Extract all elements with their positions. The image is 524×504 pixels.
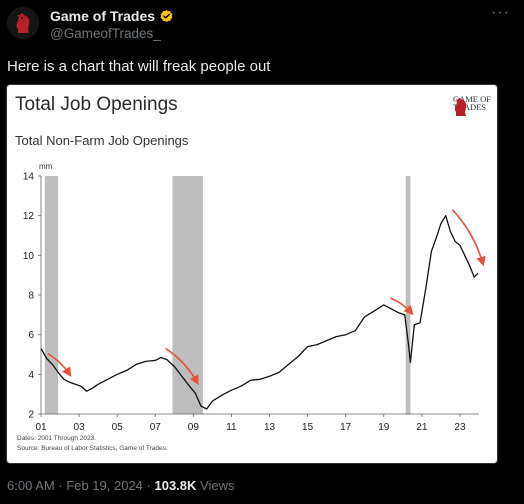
brand-logo: GAME OF TRADES xyxy=(452,94,491,116)
tweet-text: Here is a chart that will freak people o… xyxy=(7,58,271,75)
recession-bar xyxy=(172,176,203,414)
brand-knight-icon xyxy=(454,97,467,116)
chart-source-note: Source: Bureau of Labor Statistics, Game… xyxy=(17,445,168,452)
y-unit-label: mm xyxy=(39,162,53,171)
tweet-date[interactable]: Feb 19, 2024 xyxy=(66,478,143,493)
x-tick-label: 11 xyxy=(226,422,237,433)
annotation-arrow xyxy=(165,347,199,386)
annotation-arrow xyxy=(451,209,486,267)
y-tick-label: 2 xyxy=(28,410,34,421)
chart-title: Total Job Openings xyxy=(15,94,178,115)
brand-line-1: GAME OF xyxy=(452,94,491,104)
horse-chess-knight-icon xyxy=(7,7,39,39)
handle[interactable]: @GameofTrades_ xyxy=(50,26,161,41)
x-tick-label: 17 xyxy=(340,422,352,433)
x-tick-label: 03 xyxy=(74,422,86,433)
annotation-arrow xyxy=(47,352,72,378)
x-tick-label: 05 xyxy=(112,422,124,433)
more-options-icon[interactable]: ··· xyxy=(491,4,510,21)
meta-separator: · xyxy=(58,478,67,493)
tweet-time[interactable]: 6:00 AM xyxy=(7,478,55,493)
meta-separator: · xyxy=(146,478,155,493)
verified-badge-icon xyxy=(160,9,173,22)
avatar[interactable] xyxy=(7,7,39,39)
views-count: 103.8K xyxy=(154,478,197,493)
chart-plot: 2 4 6 8 10 12 14 01 03 05 07 09 11 13 15 17 19 21 23 xyxy=(23,172,486,433)
x-tick-label: 23 xyxy=(454,422,466,433)
x-tick-label: 13 xyxy=(264,422,276,433)
y-tick-label: 8 xyxy=(28,291,34,302)
y-tick-label: 10 xyxy=(23,251,35,262)
x-tick-label: 21 xyxy=(416,422,428,433)
series-line-job-openings xyxy=(40,215,479,410)
chart-dates-note: Dates: 2001 Through 2023. xyxy=(17,435,97,442)
views-label: Views xyxy=(200,478,235,493)
recession-bar xyxy=(44,176,59,414)
chart-subtitle: Total Non-Farm Job Openings xyxy=(15,133,189,148)
x-tick-label: 19 xyxy=(378,422,390,433)
recession-bar xyxy=(405,176,411,414)
x-tick-label: 09 xyxy=(188,422,200,433)
x-tick-label: 15 xyxy=(302,422,314,433)
y-tick-label: 6 xyxy=(28,330,34,341)
display-name[interactable]: Game of Trades xyxy=(50,8,156,24)
chart-image-card[interactable]: 2 4 6 8 10 12 14 01 03 05 07 09 11 13 15 17 19 21 23 Total… xyxy=(6,84,498,464)
x-tick-label: 07 xyxy=(150,422,162,433)
y-tick-label: 14 xyxy=(23,172,35,183)
tweet-meta: 6:00 AM · Feb 19, 2024 · 103.8K Views xyxy=(7,478,234,493)
y-tick-label: 4 xyxy=(28,370,34,381)
annotation-arrow xyxy=(390,297,414,316)
x-tick-label: 01 xyxy=(35,422,47,433)
y-tick-label: 12 xyxy=(23,211,35,222)
brand-line-2: TRADES xyxy=(452,102,487,112)
